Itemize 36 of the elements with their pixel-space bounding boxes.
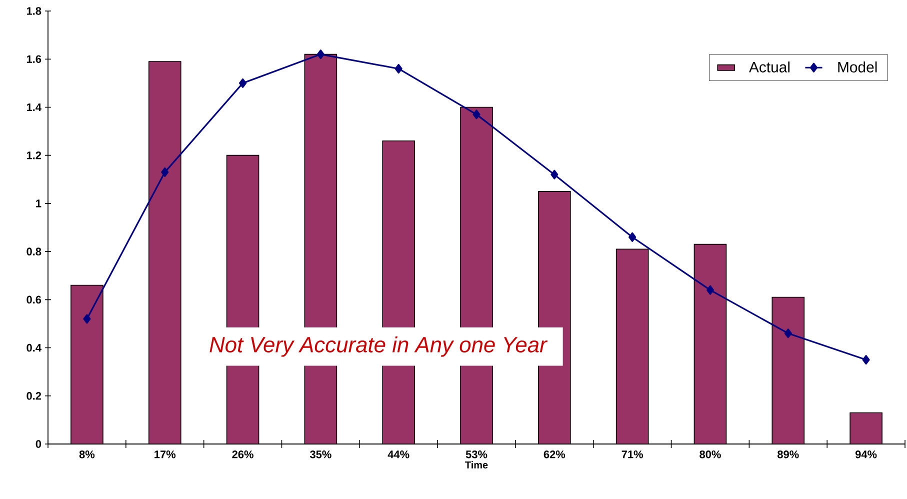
y-tick-label: 1.2 — [26, 152, 42, 160]
legend-label: Model — [838, 61, 877, 72]
x-axis-title: Time — [465, 461, 488, 468]
y-tick-label: 0.8 — [26, 248, 42, 256]
point — [628, 232, 636, 242]
x-tick-label: 71% — [622, 450, 643, 458]
point — [394, 64, 402, 74]
point — [316, 50, 324, 60]
y-tick-label: 1.6 — [26, 55, 42, 63]
point — [472, 110, 480, 120]
point — [550, 170, 558, 180]
x-tick-label: 89% — [778, 450, 799, 458]
point — [238, 78, 247, 88]
x-tick-label: 8% — [79, 450, 95, 458]
point — [784, 328, 792, 338]
y-tick-label: 0.6 — [26, 296, 42, 304]
y-tick-label: 0 — [36, 440, 42, 448]
y-tick-label: 0.2 — [26, 392, 42, 400]
y-tick-label: 0.4 — [26, 344, 42, 352]
y-tick-label: 1 — [36, 200, 42, 208]
point — [161, 167, 169, 177]
y-tick-label: 1.4 — [26, 103, 42, 111]
x-tick-label: 94% — [855, 450, 877, 458]
x-tick-label: 26% — [232, 450, 254, 458]
y-tick-label: 1.8 — [26, 7, 42, 15]
point — [83, 314, 91, 324]
x-tick-label: 35% — [310, 450, 332, 458]
x-tick-label: 44% — [388, 450, 410, 458]
annotation: Not Very Accurate in Any one Year — [210, 336, 548, 357]
x-tick-label: 53% — [466, 450, 488, 458]
x-tick-label: 17% — [154, 450, 176, 458]
point — [706, 285, 714, 295]
x-tick-label: 80% — [700, 450, 721, 458]
x-tick-label: 62% — [544, 450, 566, 458]
point — [862, 355, 870, 365]
legend-label: Actual — [749, 61, 790, 72]
